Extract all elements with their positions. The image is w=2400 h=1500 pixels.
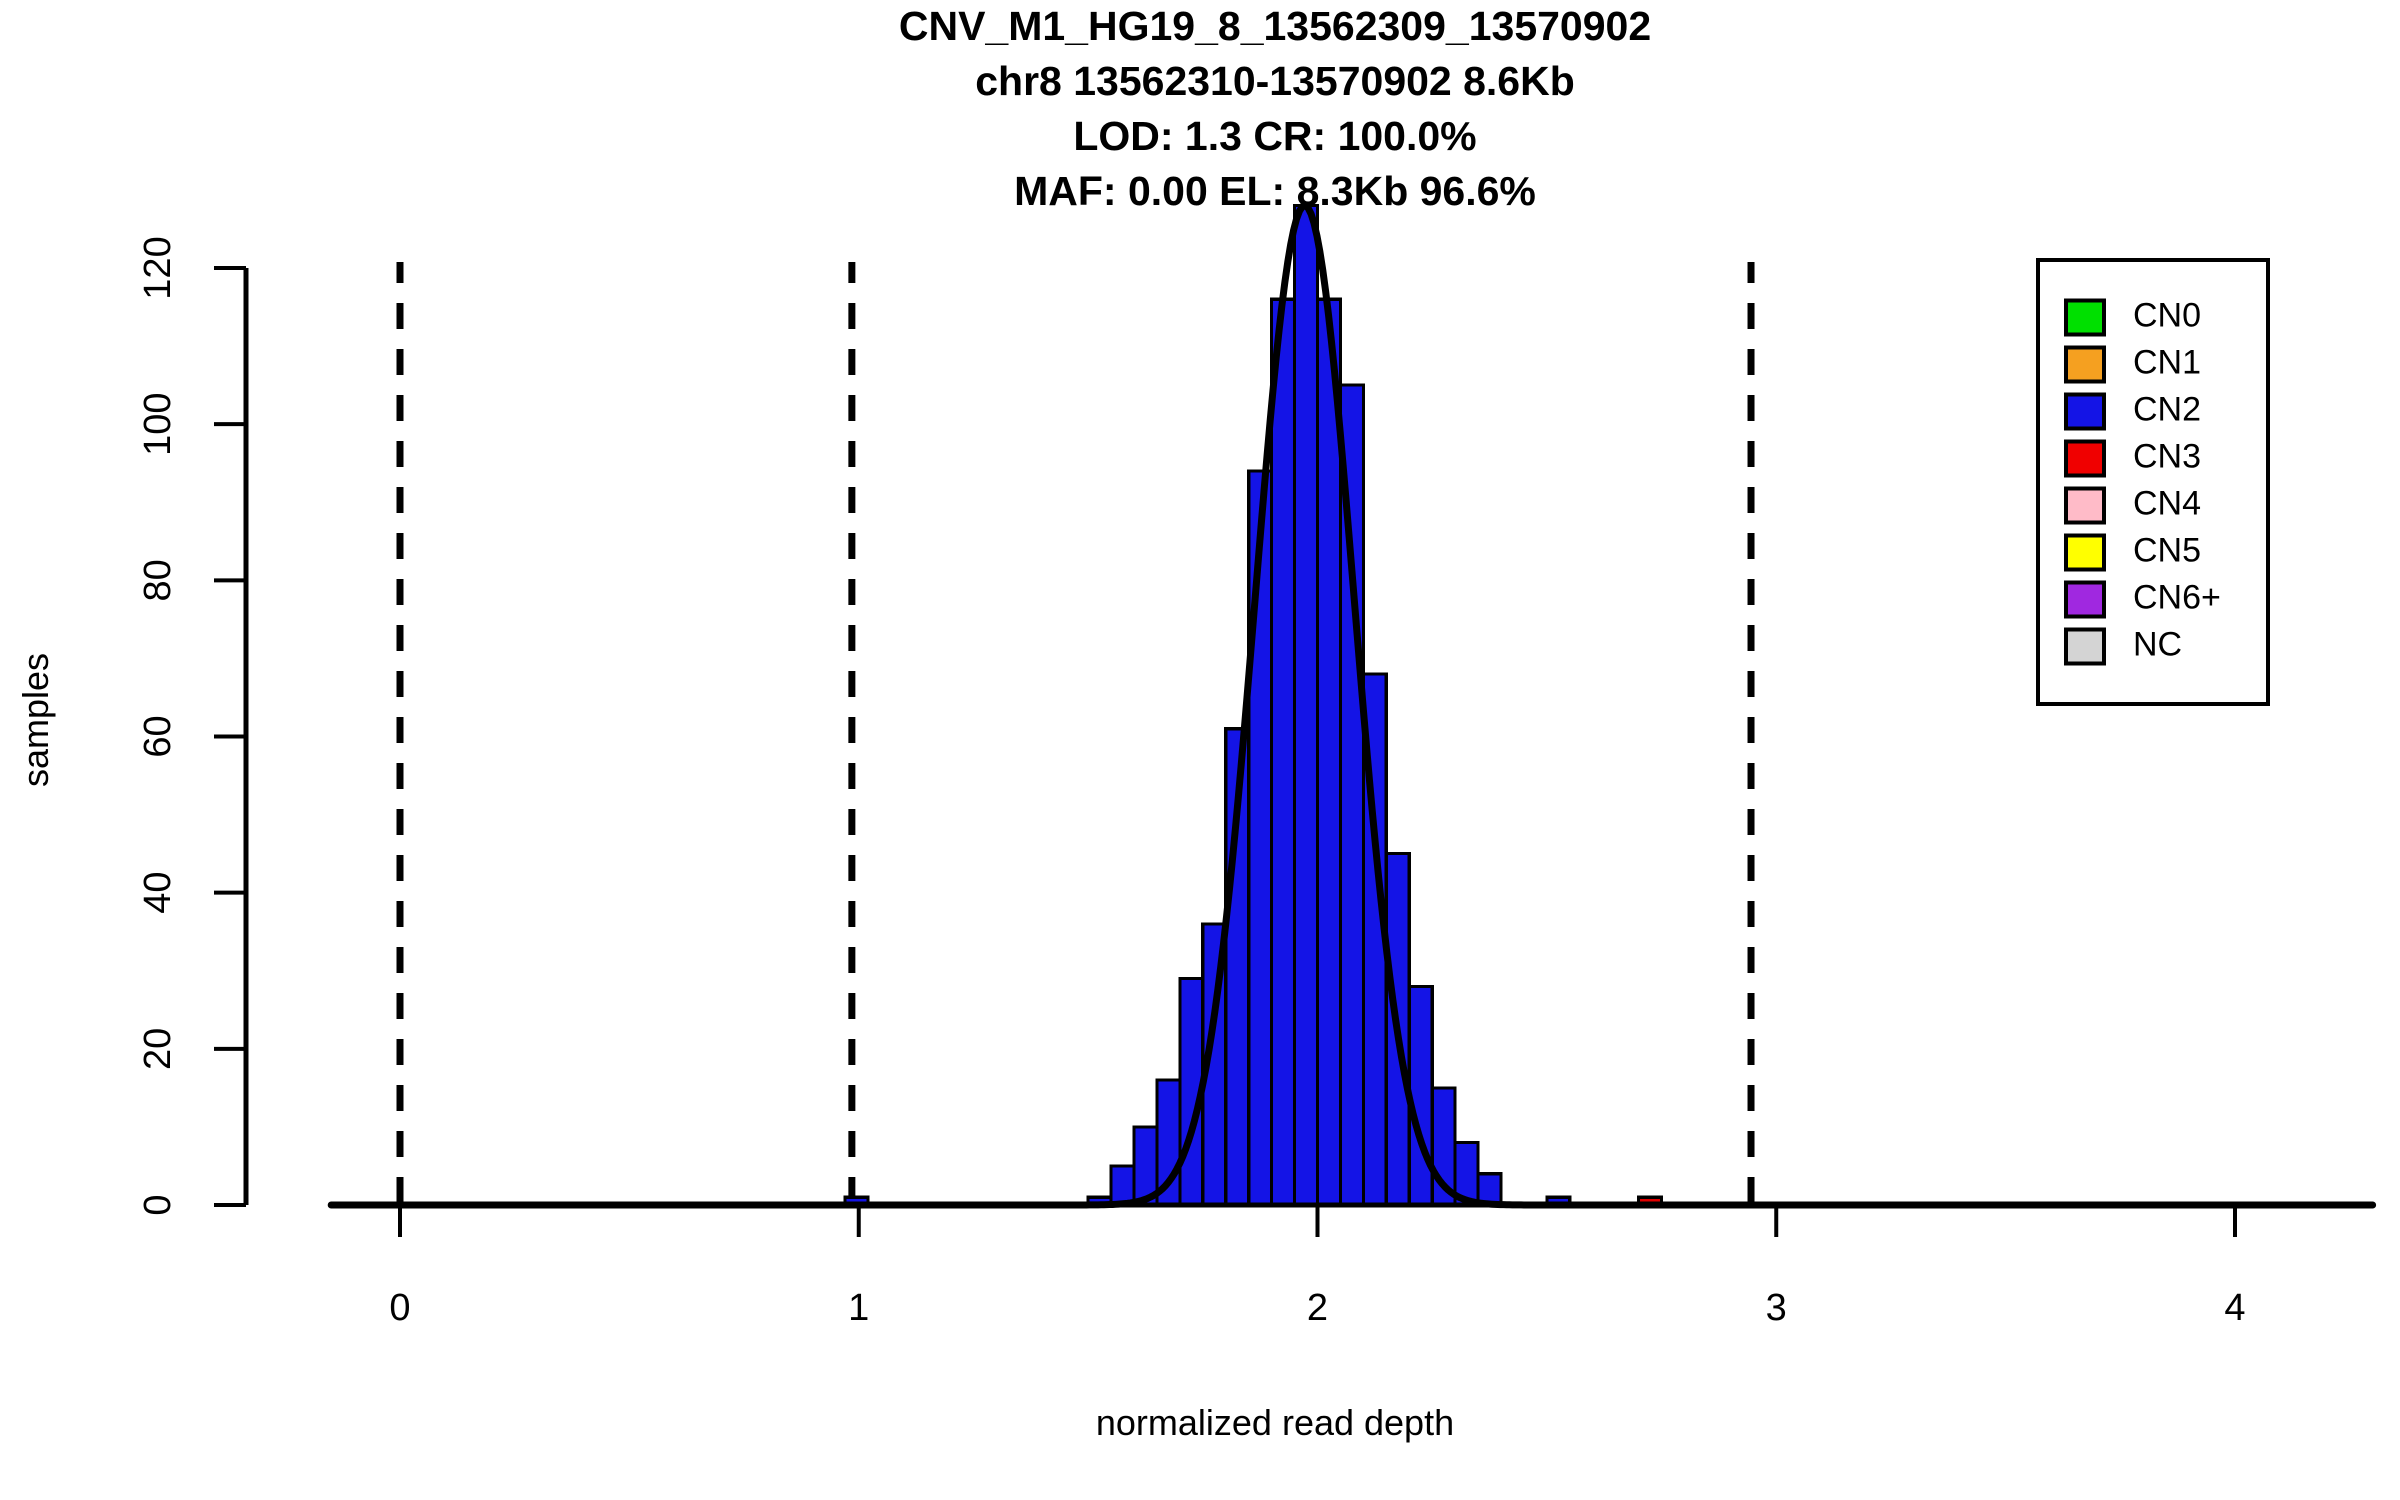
legend-swatch-cn4: [2064, 486, 2106, 525]
title-line-3: LOD: 1.3 CR: 100.0%: [1073, 113, 1476, 159]
histogram-bar: [1247, 469, 1274, 1207]
histogram-bar: [1407, 984, 1434, 1207]
x-axis-label: normalized read depth: [1096, 1402, 1454, 1443]
legend-label-cn0: CN0: [2133, 296, 2201, 334]
y-tick-label-0: 0: [137, 1194, 179, 1215]
histogram-bar: [1109, 1164, 1136, 1207]
legend: CN0 CN1 CN2 CN3 CN4 CN5 CN6+ NC: [2036, 258, 2270, 706]
legend-label-nc: NC: [2133, 625, 2182, 663]
x-axis: 0 1 2 3 4: [331, 1202, 2373, 1329]
legend-label-cn6plus: CN6+: [2133, 578, 2221, 616]
histogram-bars-group: [843, 203, 1664, 1207]
x-tick-label-1: 1: [848, 1287, 869, 1329]
legend-swatch-cn6plus: [2064, 580, 2106, 619]
legend-swatch-cn5: [2064, 533, 2106, 572]
legend-swatch-cn1: [2064, 345, 2106, 384]
title-line-4: MAF: 0.00 EL: 8.3Kb 96.6%: [1014, 168, 1536, 214]
x-tick-label-2: 2: [1307, 1287, 1328, 1329]
x-tick-label-3: 3: [1766, 1287, 1787, 1329]
legend-label-cn2: CN2: [2133, 390, 2201, 428]
cutoff-lines-group: [396, 262, 1755, 1203]
legend-swatch-cn0: [2064, 298, 2106, 337]
y-tick-label-2: 40: [137, 872, 179, 914]
title-line-1: CNV_M1_HG19_8_13562309_13570902: [899, 3, 1651, 49]
legend-items: CN0 CN1 CN2 CN3 CN4 CN5 CN6+ NC: [2064, 296, 2221, 666]
y-axis-ticks: 0 20 40 60 80 100 120: [137, 236, 246, 1216]
x-axis-ticks: 0 1 2 3 4: [389, 1205, 2246, 1329]
y-tick-label-4: 80: [137, 559, 179, 601]
legend-swatch-cn3: [2064, 439, 2106, 478]
title-block: CNV_M1_HG19_8_13562309_13570902 chr8 135…: [899, 3, 1651, 214]
legend-label-cn1: CN1: [2133, 343, 2201, 381]
title-line-2: chr8 13562310-13570902 8.6Kb: [975, 58, 1575, 104]
y-tick-label-3: 60: [137, 715, 179, 757]
y-tick-label-5: 100: [137, 392, 179, 455]
legend-label-cn5: CN5: [2133, 531, 2201, 569]
y-tick-label-1: 20: [137, 1028, 179, 1070]
legend-label-cn4: CN4: [2133, 484, 2201, 522]
legend-label-cn3: CN3: [2133, 437, 2201, 475]
legend-swatch-cn2: [2064, 392, 2106, 431]
y-axis: 0 20 40 60 80 100 120: [137, 236, 249, 1216]
x-tick-label-0: 0: [389, 1287, 410, 1329]
y-axis-label: samples: [15, 653, 56, 787]
histogram-bar: [1270, 297, 1297, 1207]
legend-swatch-nc: [2064, 627, 2106, 666]
histogram-bar: [1292, 203, 1320, 1207]
y-tick-label-6: 120: [137, 236, 179, 299]
x-tick-label-4: 4: [2224, 1287, 2245, 1329]
